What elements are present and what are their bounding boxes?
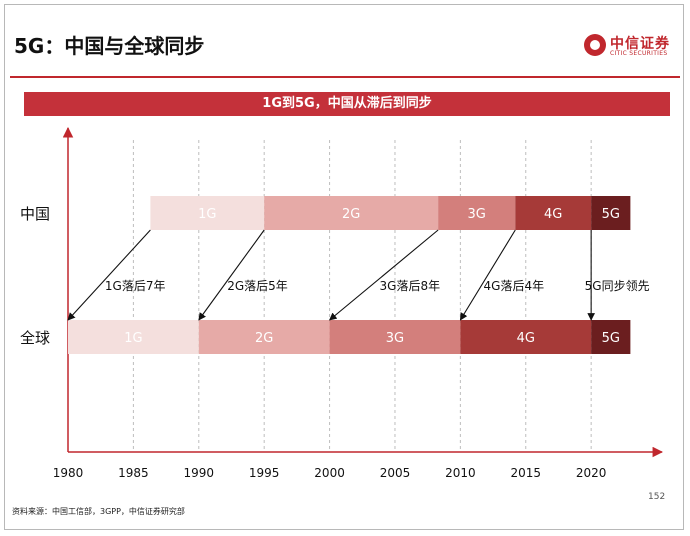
segment-global-4g <box>460 320 592 354</box>
segment-label-china-5g: 5G <box>602 207 620 222</box>
slide-title: 5G：中国与全球同步 <box>14 34 205 58</box>
segment-global-5g <box>591 320 631 354</box>
segment-label-china-3g: 3G <box>468 207 486 222</box>
segment-global-2g <box>198 320 330 354</box>
x-tick-label-2010: 2010 <box>445 466 476 480</box>
lag-label-4: 4G落后4年 <box>484 279 545 293</box>
page-number: 152 <box>648 492 666 502</box>
row-label-china: 中国 <box>20 205 50 223</box>
x-tick-label-1990: 1990 <box>184 466 215 480</box>
lag-label-2: 2G落后5年 <box>227 279 288 293</box>
lag-label-1: 1G落后7年 <box>105 279 166 293</box>
segment-china-5g <box>591 196 631 230</box>
segment-label-china-4g: 4G <box>544 207 562 222</box>
lag-arrow-3 <box>328 229 439 321</box>
citic-logo-icon <box>584 34 606 56</box>
x-tick-label-1980: 1980 <box>53 466 84 480</box>
logo-en-text: CITIC SECURITIES <box>610 50 668 57</box>
logo-cn-text: 中信证券 <box>610 36 670 52</box>
title-divider <box>10 76 680 78</box>
x-tick-label-2020: 2020 <box>576 466 607 480</box>
x-tick-label-1995: 1995 <box>249 466 280 480</box>
segment-china-3g <box>438 196 516 230</box>
x-tick-label-2015: 2015 <box>510 466 541 480</box>
segment-label-china-1g: 1G <box>198 207 216 222</box>
segment-label-global-2g: 2G <box>255 331 273 346</box>
lag-arrow-2 <box>198 229 265 321</box>
lag-arrow-4 <box>459 229 516 321</box>
company-logo: 中信证券 CITIC SECURITIES <box>584 33 680 59</box>
segment-global-1g <box>68 320 199 354</box>
segment-china-1g <box>150 196 265 230</box>
source-note: 资料来源：中国工信部，3GPP，中信证券研究部 <box>12 507 185 516</box>
segment-label-global-3g: 3G <box>386 331 404 346</box>
x-tick-label-1985: 1985 <box>118 466 149 480</box>
headline-banner: 1G到5G，中国从滞后到同步 <box>24 92 670 116</box>
row-label-global: 全球 <box>20 329 50 347</box>
lag-arrow-1 <box>67 229 151 321</box>
segment-label-global-1g: 1G <box>124 331 142 346</box>
segment-label-global-5g: 5G <box>602 331 620 346</box>
lag-label-3: 3G落后8年 <box>380 279 441 293</box>
segment-global-3g <box>329 320 461 354</box>
lag-label-5: 5G同步领先 <box>585 279 650 293</box>
x-tick-label-2000: 2000 <box>314 466 345 480</box>
segment-label-global-4g: 4G <box>517 331 535 346</box>
x-tick-label-2005: 2005 <box>380 466 411 480</box>
segment-label-china-2g: 2G <box>342 207 360 222</box>
slide-frame <box>4 4 684 530</box>
segment-china-4g <box>515 196 592 230</box>
segment-china-2g <box>264 196 439 230</box>
